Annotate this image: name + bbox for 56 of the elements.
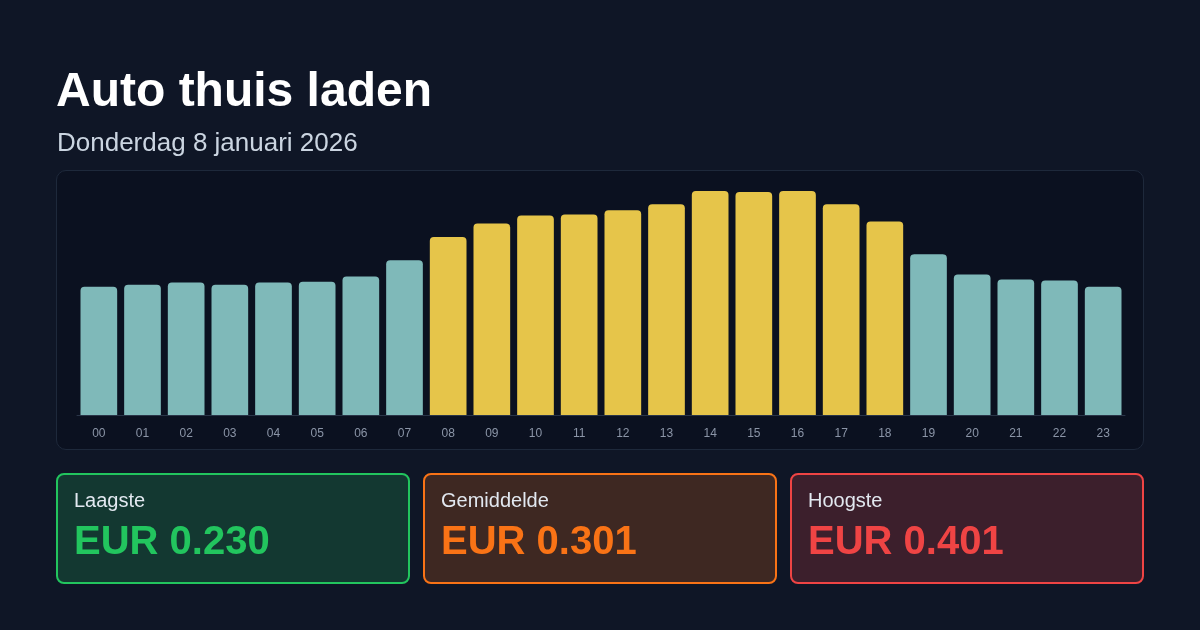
bar bbox=[429, 236, 467, 415]
bar bbox=[342, 276, 380, 415]
bar bbox=[560, 214, 598, 415]
bar bbox=[910, 254, 947, 415]
x-tick-label: 06 bbox=[354, 426, 368, 440]
text: EUR 0.301 bbox=[441, 518, 638, 563]
x-tick-label: 10 bbox=[528, 426, 543, 440]
bar bbox=[80, 286, 118, 415]
bar bbox=[648, 204, 685, 415]
x-tick-label: 03 bbox=[223, 426, 237, 440]
bar bbox=[604, 210, 642, 415]
x-tick-label: 22 bbox=[1052, 426, 1067, 440]
bar bbox=[298, 281, 336, 415]
x-tick-label: 17 bbox=[834, 426, 849, 440]
bar bbox=[822, 204, 860, 415]
text: Gemiddelde bbox=[441, 489, 550, 512]
x-tick-label: 20 bbox=[965, 426, 980, 440]
bar bbox=[1041, 280, 1078, 415]
x-tick-label: 16 bbox=[790, 426, 805, 440]
x-tick-label: 21 bbox=[1009, 426, 1023, 440]
x-tick-label: 14 bbox=[703, 426, 718, 440]
x-tick-label: 09 bbox=[485, 426, 499, 440]
bar bbox=[779, 191, 816, 415]
bar bbox=[517, 215, 554, 415]
bar bbox=[866, 221, 904, 415]
bar bbox=[124, 284, 161, 415]
x-tick-label: 05 bbox=[310, 426, 325, 440]
x-tick-label: 12 bbox=[616, 426, 630, 440]
text: Laagste bbox=[74, 489, 147, 512]
chart-title: Auto thuis laden bbox=[56, 62, 432, 117]
bar bbox=[691, 191, 729, 415]
chart-subtitle: Donderdag 8 januari 2026 bbox=[57, 127, 358, 158]
x-tick-label: 02 bbox=[179, 426, 194, 440]
x-tick-label: 11 bbox=[572, 426, 586, 440]
x-tick-label: 00 bbox=[92, 426, 106, 440]
text: EUR 0.401 bbox=[808, 518, 1005, 563]
bar bbox=[255, 282, 292, 415]
x-tick-label: 08 bbox=[441, 426, 456, 440]
x-tick-label: 07 bbox=[397, 426, 412, 440]
text: Hoogste bbox=[808, 489, 884, 512]
x-tick-label: 18 bbox=[878, 426, 892, 440]
x-tick-label: 19 bbox=[921, 426, 936, 440]
bar bbox=[1084, 286, 1122, 415]
x-tick-label: 15 bbox=[747, 426, 761, 440]
x-tick-label: 23 bbox=[1096, 426, 1111, 440]
text: EUR 0.230 bbox=[74, 518, 271, 563]
x-tick-label: 04 bbox=[266, 426, 281, 440]
bar bbox=[473, 223, 511, 415]
bar bbox=[735, 192, 773, 415]
bar bbox=[211, 284, 249, 415]
bar bbox=[997, 279, 1035, 415]
bar bbox=[386, 260, 423, 415]
x-tick-label: 13 bbox=[659, 426, 674, 440]
bar bbox=[167, 282, 205, 415]
x-tick-label: 01 bbox=[135, 426, 150, 440]
bar bbox=[953, 274, 991, 415]
